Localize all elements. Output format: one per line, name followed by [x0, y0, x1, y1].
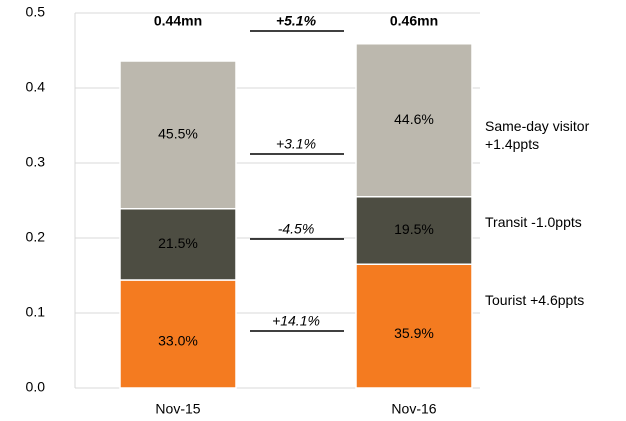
series-label: Transit -1.0ppts — [485, 214, 582, 230]
series-label: Tourist +4.6ppts — [485, 292, 585, 308]
change-annotation: +5.1% — [276, 13, 317, 29]
y-tick-label: 0.0 — [26, 379, 46, 395]
y-tick-label: 0.5 — [26, 4, 46, 20]
x-tick-label: Nov-15 — [155, 401, 200, 417]
x-tick-label: Nov-16 — [391, 401, 436, 417]
series-label: Same-day visitor +1.4ppts — [485, 118, 590, 152]
y-tick-label: 0.1 — [26, 304, 46, 320]
bar-segment — [355, 196, 473, 265]
bar-segment — [119, 60, 237, 210]
total-label: 0.46mn — [390, 13, 438, 29]
y-tick-label: 0.4 — [26, 79, 46, 95]
change-annotation: -4.5% — [278, 221, 315, 237]
bar-segment — [119, 279, 237, 389]
segment-label: 35.9% — [394, 325, 434, 341]
bar-segment — [119, 208, 237, 281]
segment-label: 45.5% — [158, 126, 198, 142]
change-annotation: +3.1% — [276, 136, 316, 152]
total-label: 0.44mn — [154, 13, 202, 29]
bar-segment — [355, 43, 473, 198]
bar-segment — [355, 263, 473, 389]
segment-label: 19.5% — [394, 221, 434, 237]
y-tick-label: 0.3 — [26, 154, 46, 170]
segment-label: 33.0% — [158, 333, 198, 349]
segment-label: 21.5% — [158, 235, 198, 251]
segment-label: 44.6% — [394, 111, 434, 127]
change-annotation: +14.1% — [272, 313, 320, 329]
y-tick-label: 0.2 — [26, 229, 46, 245]
